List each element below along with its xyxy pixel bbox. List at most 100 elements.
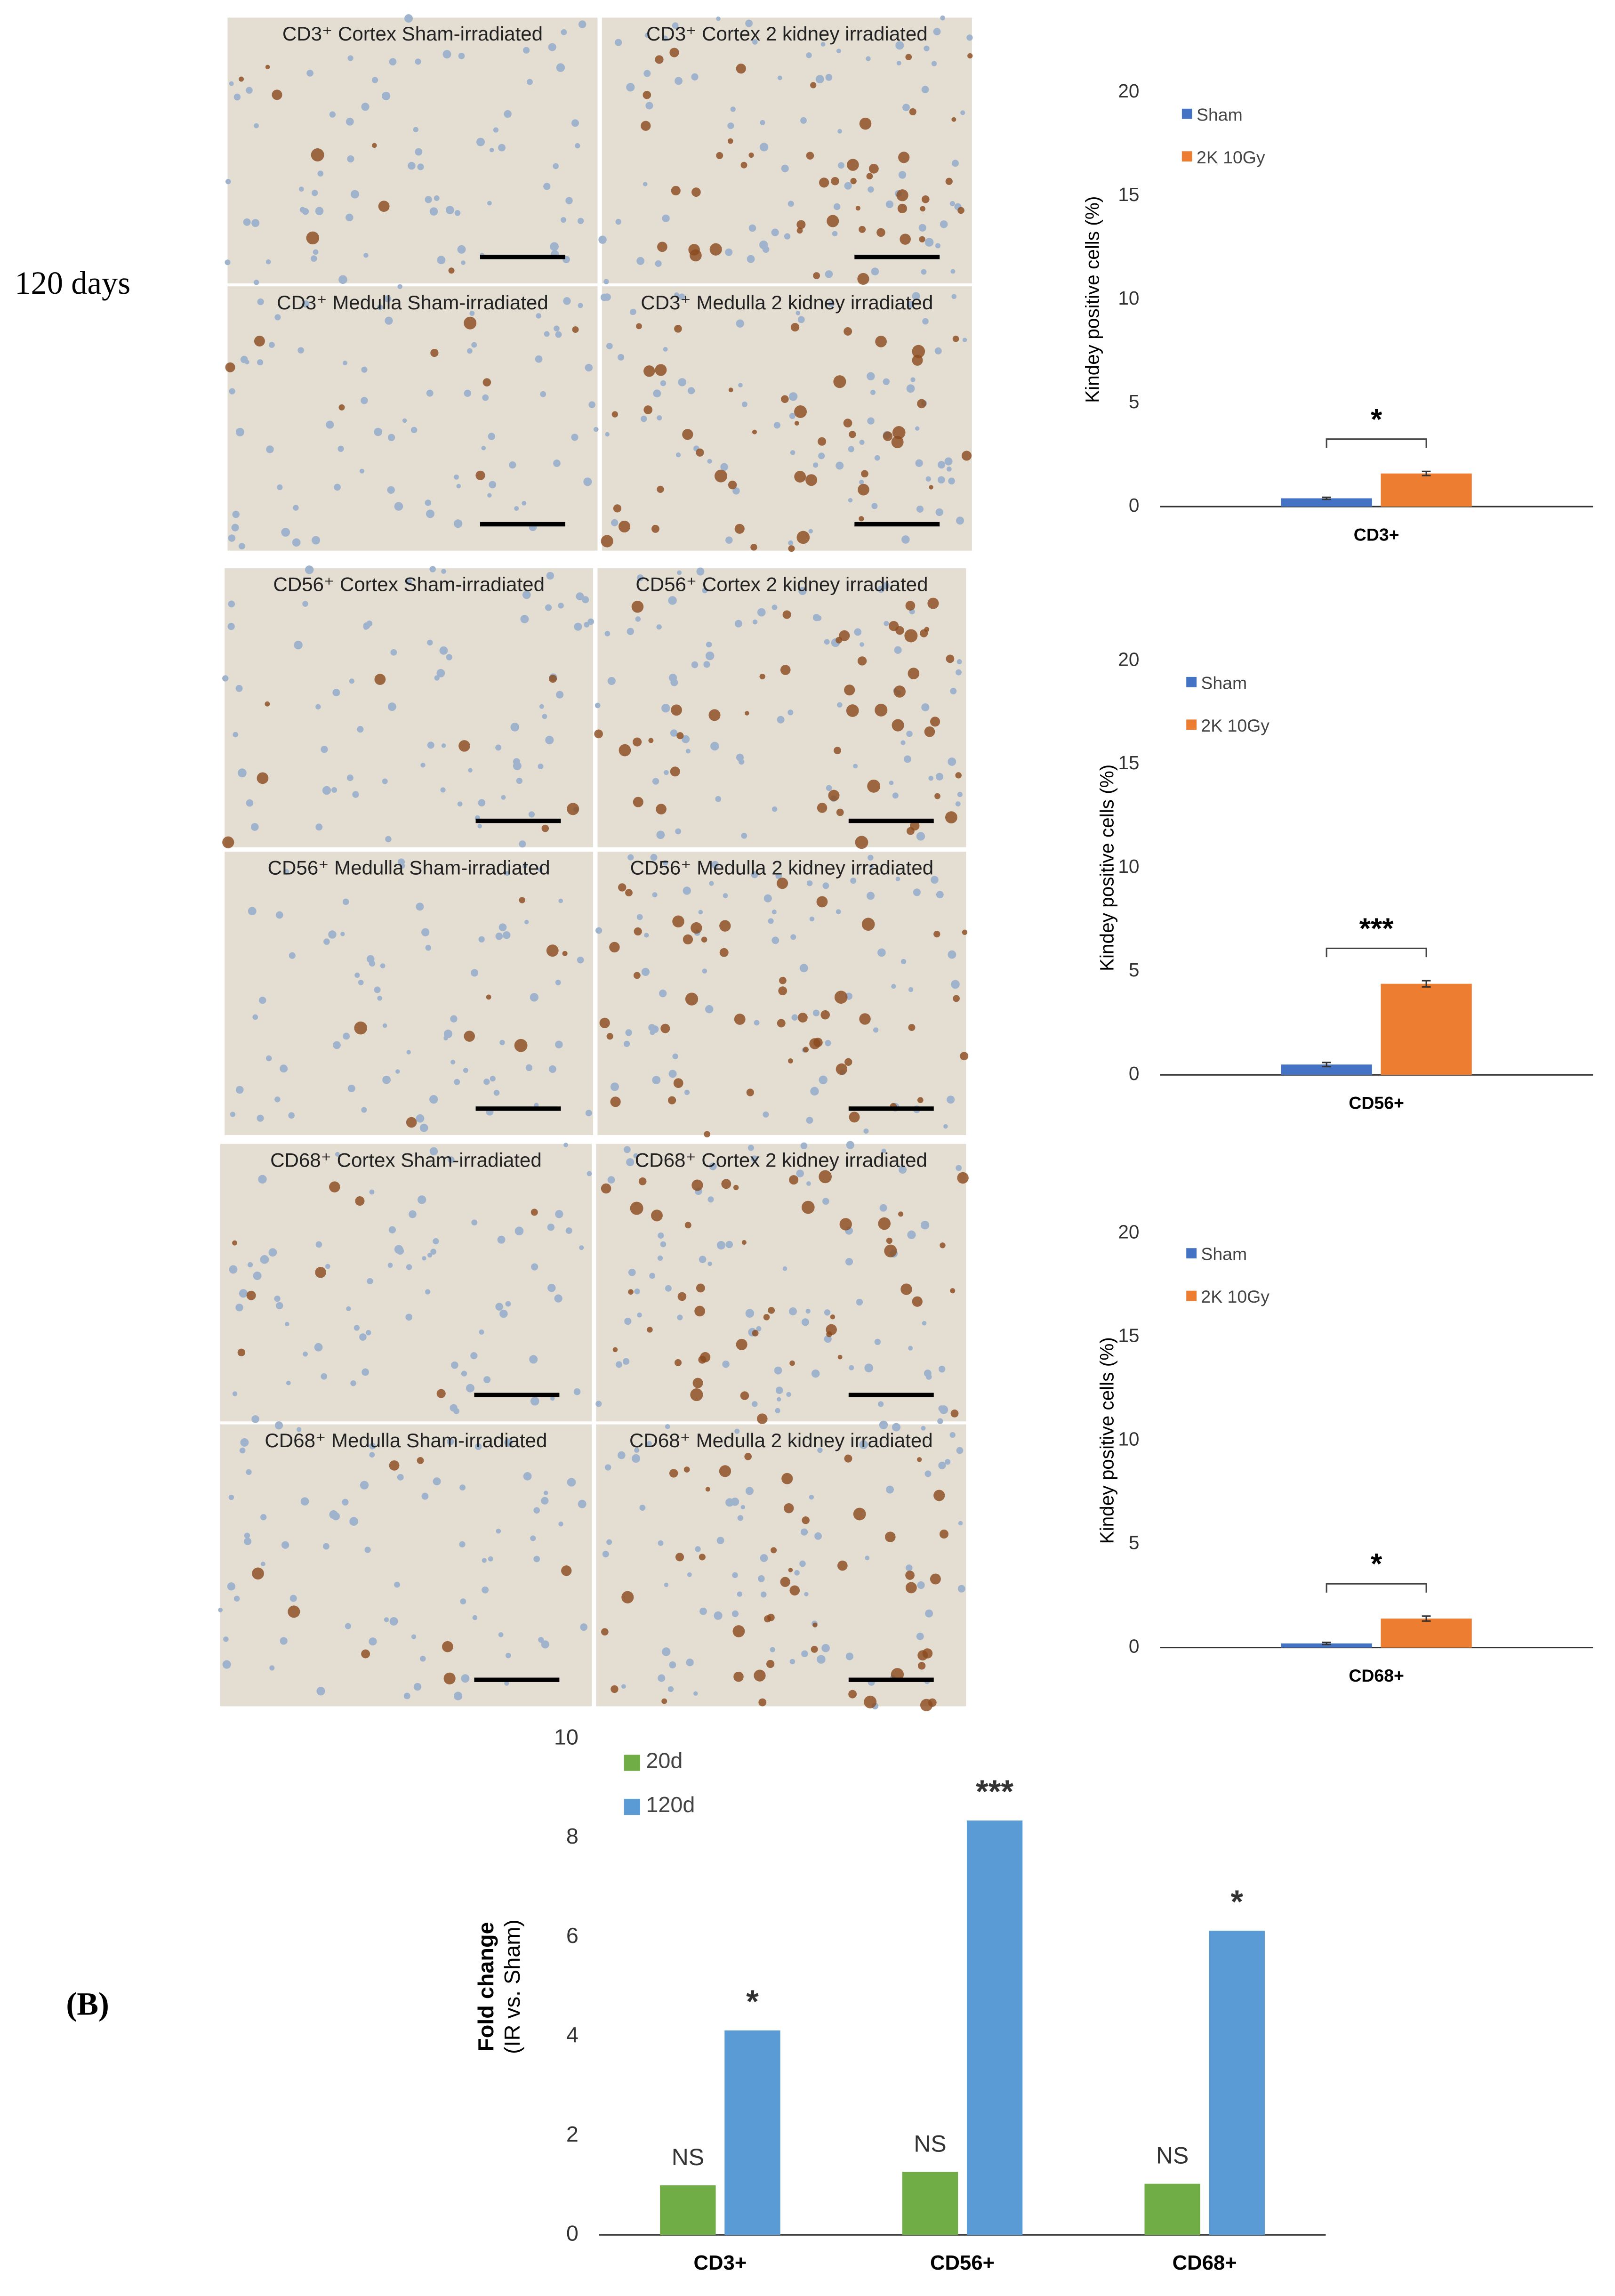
nucleus	[481, 446, 486, 451]
nucleus	[389, 1617, 398, 1626]
stain	[844, 1058, 852, 1066]
nucleus	[777, 75, 782, 81]
stain	[794, 405, 807, 418]
nucleus	[385, 836, 392, 843]
stain	[613, 504, 622, 513]
nucleus	[686, 1658, 694, 1667]
bar	[1209, 1930, 1265, 2235]
stain	[910, 821, 920, 831]
stain	[671, 185, 681, 196]
nucleus	[607, 1176, 615, 1184]
nucleus	[630, 308, 636, 315]
stain	[834, 991, 848, 1004]
nucleus	[871, 267, 879, 276]
stain	[952, 335, 959, 342]
nucleus	[625, 1029, 632, 1036]
stain	[893, 685, 906, 698]
nucleus	[578, 1499, 587, 1508]
nucleus	[450, 1060, 456, 1065]
nucleus	[946, 466, 952, 472]
significance-bracket	[1326, 947, 1427, 958]
nucleus	[470, 1352, 478, 1360]
nucleus	[489, 481, 497, 489]
nucleus	[317, 170, 324, 177]
stain	[920, 206, 926, 212]
stain	[878, 1217, 891, 1230]
nucleus	[277, 484, 283, 491]
stain	[859, 1013, 871, 1025]
nucleus	[429, 566, 436, 572]
stain	[740, 161, 747, 169]
nucleus	[323, 938, 330, 945]
nucleus	[901, 535, 910, 544]
nucleus	[889, 781, 894, 785]
stain	[719, 1465, 731, 1477]
y-tick-label: 15	[1118, 1325, 1139, 1346]
stain	[736, 64, 746, 74]
nucleus	[775, 872, 782, 879]
nucleus	[828, 301, 835, 307]
bar	[1144, 2183, 1200, 2235]
significance-label: ***	[1359, 913, 1394, 945]
nucleus	[944, 457, 953, 466]
nucleus	[951, 980, 960, 989]
nucleus	[461, 1370, 467, 1377]
stain	[232, 1240, 237, 1246]
nucleus	[350, 1380, 356, 1386]
nucleus	[809, 916, 815, 922]
stain	[691, 1179, 703, 1191]
nucleus	[837, 129, 842, 134]
stain	[683, 1466, 690, 1473]
nucleus	[471, 969, 479, 977]
stain	[861, 918, 875, 931]
nucleus	[244, 1532, 250, 1539]
nucleus	[900, 740, 906, 745]
nucleus	[573, 1388, 581, 1395]
nucleus	[454, 519, 463, 528]
stain	[826, 1324, 837, 1336]
nucleus	[652, 892, 658, 898]
stain	[867, 779, 881, 793]
nucleus	[483, 1376, 491, 1384]
nucleus	[763, 894, 772, 902]
stain	[562, 951, 568, 956]
nucleus	[371, 77, 378, 83]
nucleus	[476, 137, 485, 146]
nucleus	[302, 601, 308, 607]
nucleus	[810, 1087, 819, 1096]
nucleus	[672, 1053, 678, 1060]
nucleus	[916, 1633, 924, 1640]
stain	[789, 1175, 799, 1185]
stain	[781, 395, 789, 403]
legend-swatch	[624, 1798, 640, 1815]
nucleus	[441, 569, 446, 574]
nucleus	[811, 1369, 820, 1378]
nucleus	[240, 355, 248, 363]
nucleus	[382, 1023, 387, 1028]
nucleus	[427, 1253, 433, 1258]
nucleus	[276, 1302, 283, 1310]
nucleus	[800, 117, 807, 124]
nucleus	[554, 325, 560, 332]
nucleus	[322, 786, 331, 795]
stain	[631, 601, 644, 613]
nucleus	[757, 608, 766, 617]
nucleus	[345, 1623, 351, 1629]
nucleus	[558, 603, 564, 609]
stain	[675, 1553, 684, 1562]
nucleus	[427, 741, 434, 749]
nucleus	[235, 427, 244, 436]
nucleus	[665, 1424, 670, 1429]
nucleus	[933, 28, 941, 36]
stain	[859, 516, 864, 522]
nucleus	[740, 1505, 746, 1510]
nucleus	[782, 1266, 787, 1271]
nucleus	[668, 1070, 677, 1078]
nucleus	[584, 622, 590, 628]
nucleus	[637, 1312, 642, 1318]
stain	[784, 1503, 794, 1514]
stain	[443, 1672, 456, 1684]
stain	[657, 242, 667, 252]
nucleus	[421, 928, 430, 936]
nucleus	[530, 1396, 539, 1406]
